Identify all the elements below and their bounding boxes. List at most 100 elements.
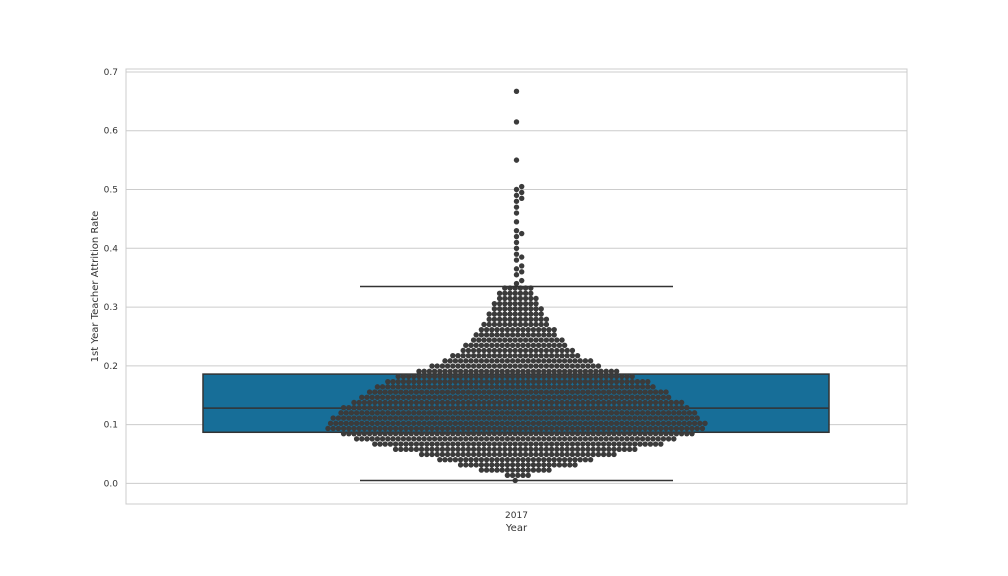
swarm-point	[507, 352, 513, 359]
swarm-point	[361, 399, 368, 406]
swarm-point	[569, 399, 576, 406]
swarm-point	[463, 378, 469, 385]
swarm-point	[351, 415, 357, 421]
swarm-point	[600, 404, 607, 411]
swarm-point	[608, 373, 615, 380]
swarm-point	[515, 378, 521, 385]
swarm-point	[437, 420, 443, 426]
swarm-point	[673, 425, 680, 432]
swarm-point	[541, 394, 547, 400]
swarm-point	[608, 420, 615, 426]
swarm-point	[551, 373, 557, 380]
swarm-point	[551, 420, 557, 426]
swarm-point	[519, 254, 525, 260]
swarm-point	[639, 420, 646, 426]
swarm-point	[522, 306, 529, 312]
swarm-point	[564, 389, 570, 395]
swarm-point	[543, 441, 550, 447]
swarm-point	[577, 456, 583, 463]
swarm-point	[613, 384, 620, 390]
swarm-point	[522, 295, 529, 302]
swarm-point	[632, 446, 638, 452]
swarm-point	[398, 425, 404, 432]
swarm-point	[379, 384, 386, 390]
swarm-point	[382, 389, 388, 395]
swarm-point	[442, 456, 448, 463]
swarm-point	[603, 410, 609, 416]
swarm-point	[340, 425, 347, 432]
swarm-point	[496, 300, 503, 307]
swarm-point	[554, 441, 560, 447]
swarm-point	[434, 451, 440, 458]
swarm-point	[535, 342, 542, 348]
swarm-point	[611, 399, 617, 406]
swarm-point	[663, 399, 669, 406]
swarm-point	[455, 404, 461, 411]
swarm-point	[369, 410, 375, 416]
swarm-point	[463, 410, 469, 416]
swarm-point	[325, 425, 331, 432]
swarm-point	[424, 415, 430, 421]
swarm-point	[502, 441, 508, 447]
swarm-point	[699, 425, 706, 432]
swarm-point	[600, 399, 607, 406]
swarm-point	[408, 399, 414, 406]
swarm-point	[491, 404, 498, 411]
swarm-point	[499, 436, 505, 442]
swarm-point	[408, 430, 414, 437]
swarm-point	[559, 404, 565, 411]
swarm-point	[556, 436, 563, 442]
swarm-point	[491, 425, 498, 432]
swarm-point	[658, 399, 664, 406]
swarm-point	[444, 389, 451, 395]
swarm-point	[478, 358, 485, 364]
swarm-point	[639, 394, 646, 400]
swarm-point	[426, 378, 433, 385]
swarm-point	[595, 441, 602, 447]
swarm-point	[494, 342, 500, 348]
swarm-point	[499, 358, 505, 364]
swarm-point	[476, 451, 482, 458]
swarm-point	[502, 295, 508, 302]
swarm-point	[684, 430, 690, 437]
swarm-point	[593, 368, 599, 374]
swarm-point	[416, 410, 422, 416]
swarm-point	[528, 446, 534, 452]
swarm-point	[668, 430, 674, 437]
swarm-point	[533, 300, 539, 307]
swarm-point	[574, 415, 581, 421]
swarm-point	[470, 404, 477, 411]
swarm-point	[535, 467, 542, 473]
swarm-point	[457, 384, 464, 390]
swarm-point	[431, 420, 438, 426]
swarm-point	[613, 410, 620, 416]
swarm-point	[513, 88, 520, 95]
swarm-point	[476, 441, 482, 447]
swarm-point	[483, 332, 490, 338]
swarm-point	[465, 425, 472, 432]
swarm-point	[481, 337, 487, 343]
swarm-point	[548, 389, 555, 395]
swarm-point	[528, 404, 534, 411]
swarm-point	[554, 363, 560, 369]
swarm-point	[593, 384, 599, 390]
swarm-point	[658, 441, 664, 447]
swarm-point	[439, 430, 446, 437]
swarm-point	[528, 311, 534, 317]
swarm-point	[366, 399, 373, 406]
swarm-point	[515, 420, 521, 426]
swarm-point	[554, 337, 560, 343]
swarm-point	[504, 456, 511, 463]
swarm-point	[470, 451, 477, 458]
swarm-point	[517, 352, 524, 359]
y-tick-labels: 0.0 0.1 0.2 0.3 0.4 0.5 0.6 0.7	[104, 68, 119, 489]
swarm-point	[548, 347, 555, 354]
swarm-point	[533, 306, 539, 312]
swarm-point	[616, 425, 622, 432]
swarm-point	[431, 394, 438, 400]
swarm-point	[551, 462, 557, 468]
swarm-point	[530, 326, 537, 333]
swarm-point	[647, 441, 654, 447]
swarm-point	[489, 332, 495, 338]
swarm-point	[491, 399, 498, 406]
